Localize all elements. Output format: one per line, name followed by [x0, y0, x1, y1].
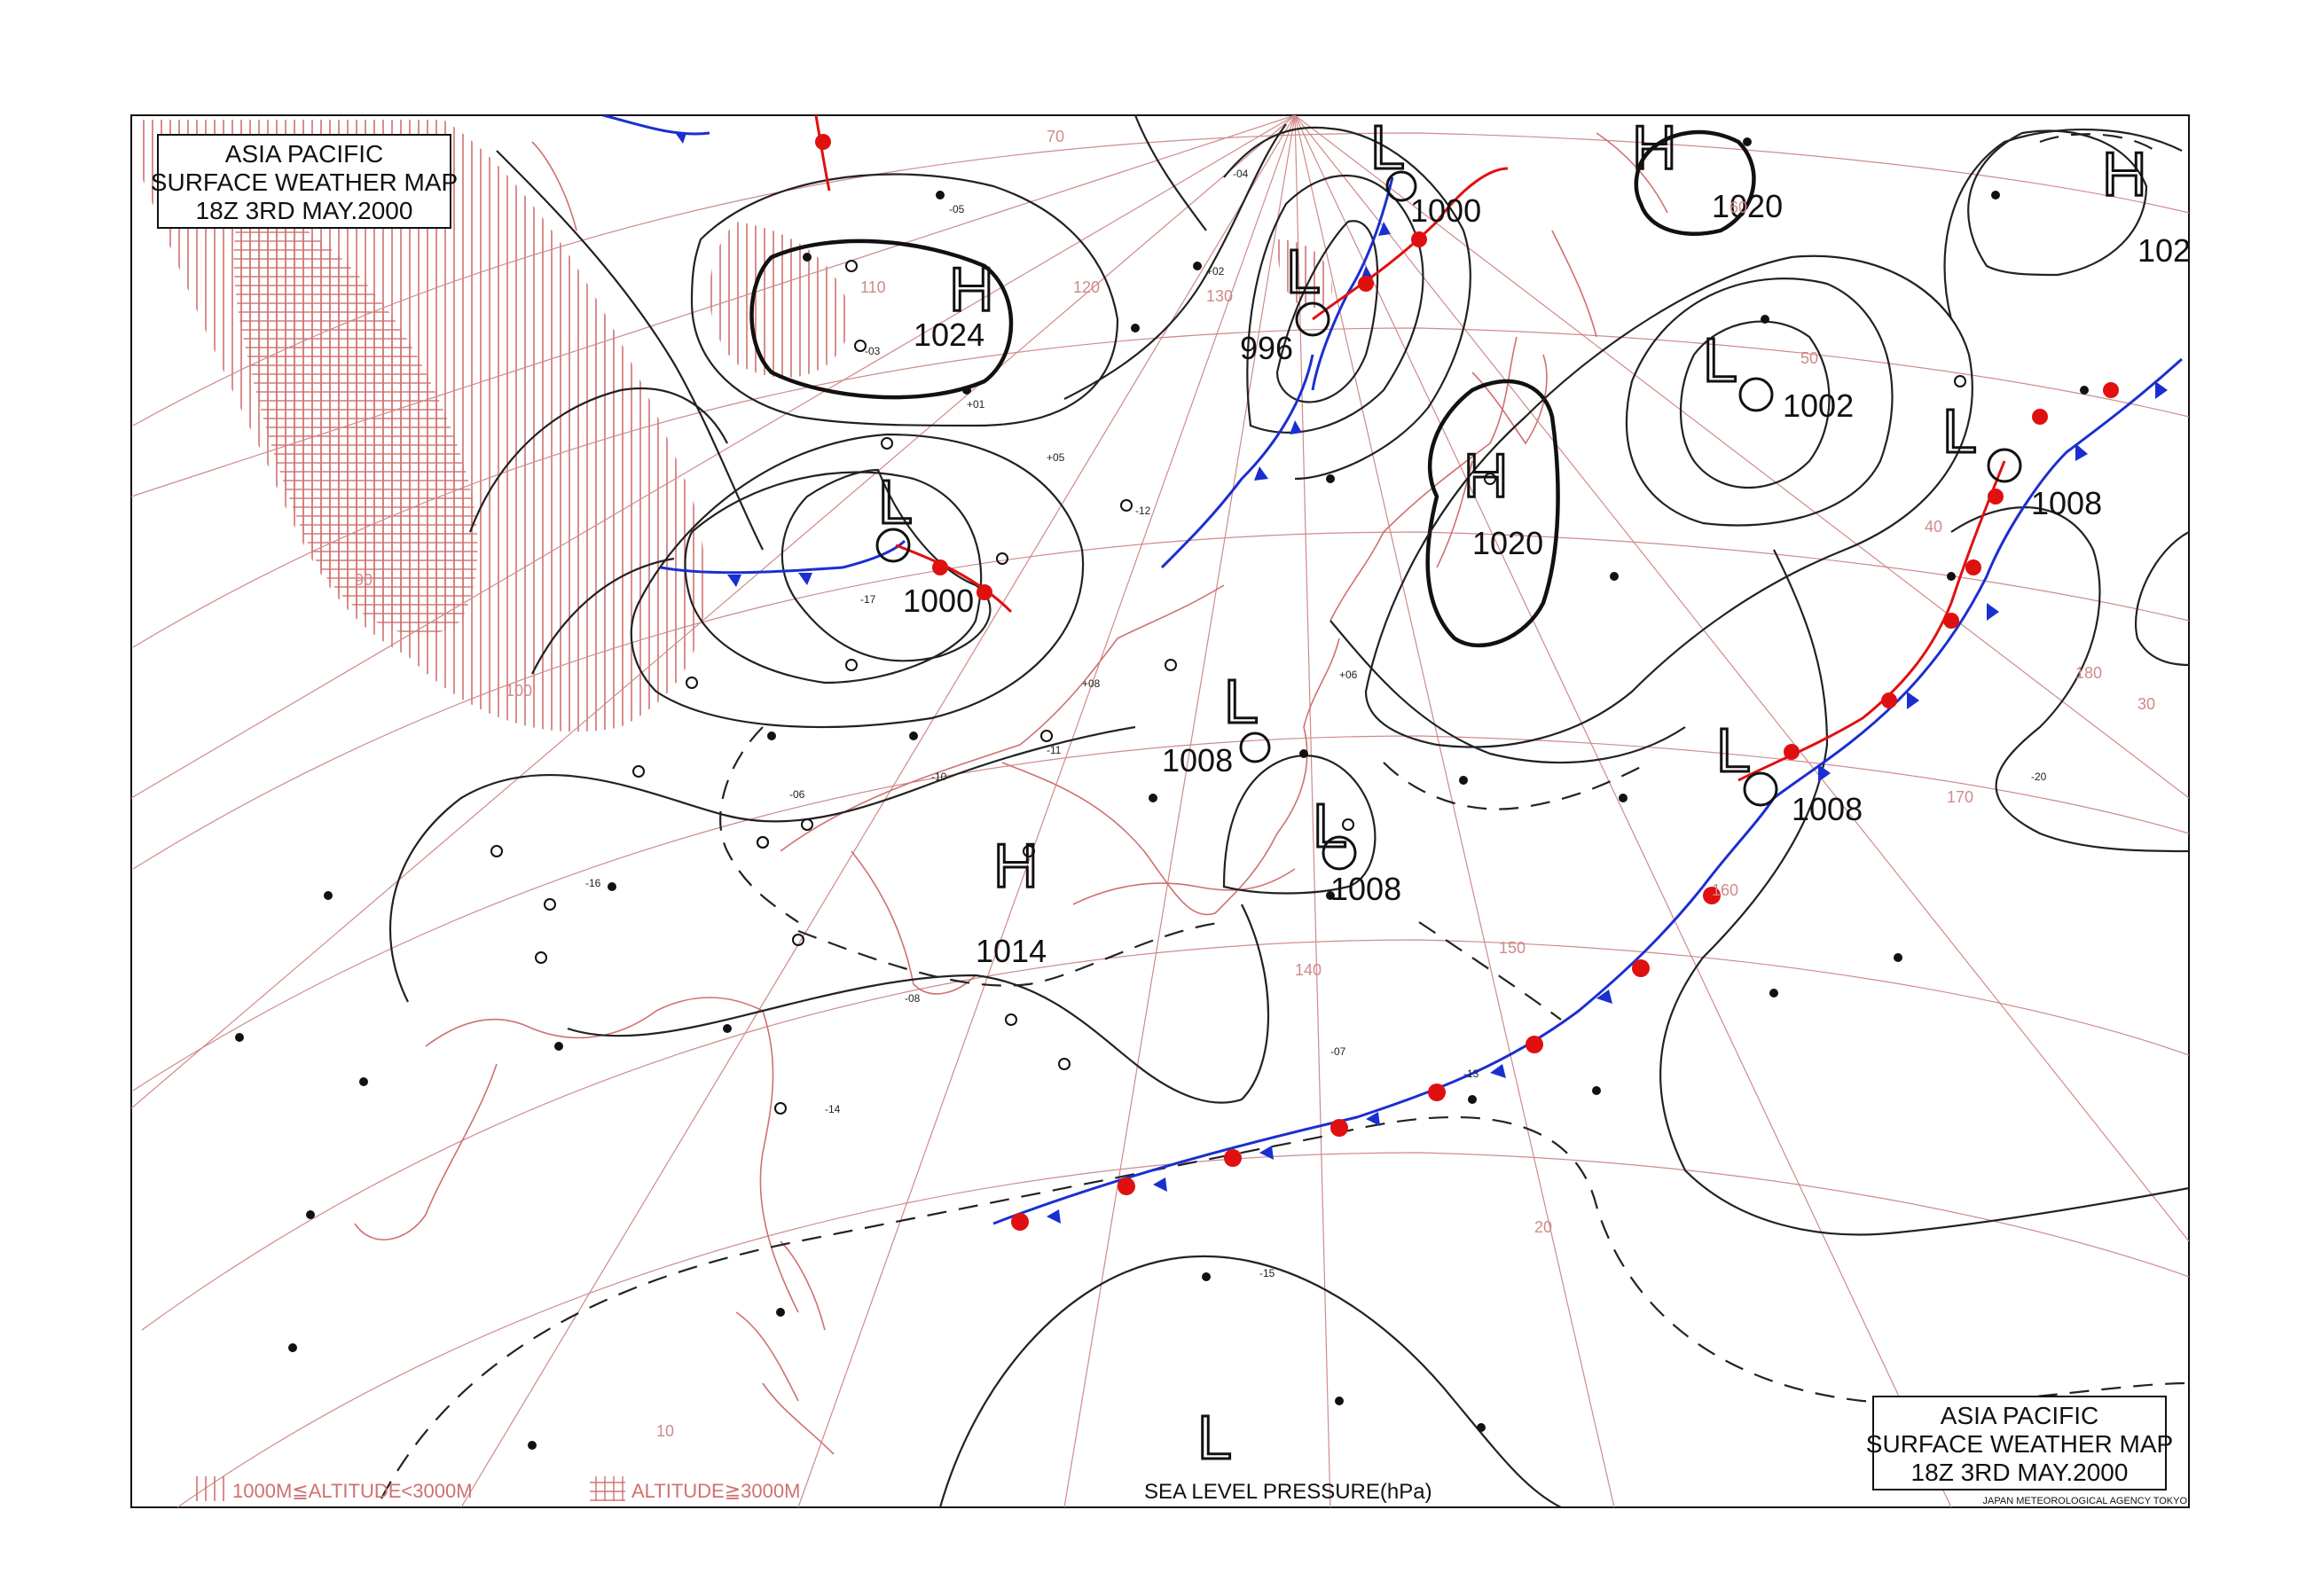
title-box-top: ASIA PACIFIC SURFACE WEATHER MAP 18Z 3RD… [151, 134, 458, 229]
svg-text:-15: -15 [1259, 1267, 1275, 1279]
map-type-title: SURFACE WEATHER MAP [151, 168, 458, 196]
svg-text:60: 60 [1730, 199, 1747, 216]
svg-text:-14: -14 [825, 1103, 841, 1115]
svg-text:-11: -11 [1047, 744, 1062, 756]
svg-text:70: 70 [1047, 128, 1064, 145]
svg-text:-20: -20 [2031, 771, 2047, 783]
svg-text:130: 130 [1206, 287, 1233, 305]
svg-text:20: 20 [1534, 1218, 1552, 1236]
pressure-unit-label: SEA LEVEL PRESSURE(hPa) [1144, 1480, 1432, 1504]
svg-text:50: 50 [1800, 349, 1818, 367]
pressure-value-1002: 1002 [1783, 387, 1854, 424]
footer-legend: 1000M≦ALTITUDE<3000M ALTITUDE≧3000M SEA … [191, 1476, 1432, 1504]
svg-text:-05: -05 [949, 203, 965, 215]
svg-text:40: 40 [1925, 518, 1942, 536]
low-center-symbol: L [1703, 325, 1737, 395]
station-plots: -05 -03 +01 -11 +02 -04 -16 +05 -12 -17 … [235, 137, 2089, 1450]
svg-text:+02: +02 [1206, 265, 1225, 278]
pressure-value-1008: 1008 [1330, 871, 1401, 907]
terrain-1000-3000m [1277, 239, 1332, 309]
svg-text:-16: -16 [585, 877, 601, 889]
map-type-title: SURFACE WEATHER MAP [1866, 1430, 2173, 1458]
svg-text:-17: -17 [860, 593, 876, 606]
svg-text:30: 30 [2137, 695, 2155, 713]
svg-text:-12: -12 [1135, 505, 1151, 517]
terrain-over-3000m [233, 195, 478, 636]
high-center-symbol: H [949, 254, 994, 324]
agency-credit: JAPAN METEOROLOGICAL AGENCY TOKYO [1983, 1496, 2188, 1506]
low-center-symbol: L [1942, 396, 1977, 466]
svg-text:-07: -07 [1330, 1045, 1346, 1058]
title-box-bottom: ASIA PACIFIC SURFACE WEATHER MAP 18Z 3RD… [1866, 1396, 2173, 1490]
graticule [131, 115, 2189, 1507]
svg-text:+05: +05 [1047, 451, 1065, 464]
map-time-title: 18Z 3RD MAY.2000 [196, 197, 413, 224]
low-center-symbol: L [1716, 716, 1751, 785]
warm-fronts [814, 115, 2119, 1231]
map-region-title: ASIA PACIFIC [225, 140, 383, 168]
svg-text:150: 150 [1499, 939, 1526, 957]
low-center-symbol: L [878, 467, 913, 536]
pressure-value-1000: 1000 [1410, 192, 1481, 229]
svg-text:170: 170 [1947, 788, 1973, 806]
coastlines [354, 132, 1668, 1455]
svg-text:-04: -04 [1233, 168, 1249, 180]
high-center-symbol: H [993, 831, 1039, 900]
pressure-value-1008: 1008 [2031, 485, 2102, 521]
svg-text:90: 90 [355, 571, 373, 589]
terrain-1000-3000m [710, 222, 851, 378]
pressure-value-1008: 1008 [1162, 742, 1233, 778]
map-time-title: 18Z 3RD MAY.2000 [1911, 1459, 2129, 1486]
legend-low-altitude: 1000M≦ALTITUDE<3000M [232, 1480, 473, 1502]
svg-text:180: 180 [2075, 664, 2102, 682]
high-center-symbol: H [1632, 113, 1677, 182]
high-center-symbol: H [2102, 139, 2147, 208]
svg-text:+08: +08 [1082, 677, 1101, 690]
pressure-value-1008: 1008 [1792, 791, 1863, 827]
isobars [388, 115, 2189, 1507]
svg-text:+06: +06 [1339, 669, 1358, 681]
svg-text:-03: -03 [865, 345, 881, 357]
low-center-symbol: L [1224, 667, 1259, 736]
low-center-symbol: L [1286, 237, 1321, 306]
pressure-system-markers: H 1024 L 1000 L 996 L 1000 H 1020 H 1020… [875, 113, 2208, 1474]
svg-text:-06: -06 [789, 788, 805, 801]
svg-text:10: 10 [656, 1422, 674, 1440]
low-center-symbol: L [1370, 113, 1405, 182]
svg-text:-10: -10 [931, 771, 947, 783]
svg-text:-08: -08 [905, 992, 921, 1005]
svg-text:+01: +01 [967, 398, 985, 411]
pressure-value-1020: 1020 [1472, 525, 1543, 561]
svg-text:160: 160 [1712, 881, 1738, 899]
svg-text:-13: -13 [1463, 1068, 1479, 1080]
pressure-value-1026: 1026 [2137, 232, 2208, 269]
pressure-value-1014: 1014 [976, 933, 1047, 969]
svg-text:120: 120 [1073, 278, 1100, 296]
svg-text:140: 140 [1295, 961, 1322, 979]
pressure-value-1020: 1020 [1712, 188, 1783, 224]
svg-text:110: 110 [860, 278, 886, 296]
pressure-value-996: 996 [1240, 330, 1293, 366]
pressure-value-1000: 1000 [903, 583, 974, 619]
map-region-title: ASIA PACIFIC [1941, 1402, 2098, 1429]
graticule-labels: 70 60 50 40 30 20 10 90 100 110 120 130 … [355, 128, 2155, 1440]
svg-text:100: 100 [506, 682, 532, 700]
legend-high-altitude: ALTITUDE≧3000M [631, 1480, 800, 1502]
pressure-value-1024: 1024 [914, 317, 984, 353]
low-center-symbol: L [1197, 1403, 1232, 1472]
